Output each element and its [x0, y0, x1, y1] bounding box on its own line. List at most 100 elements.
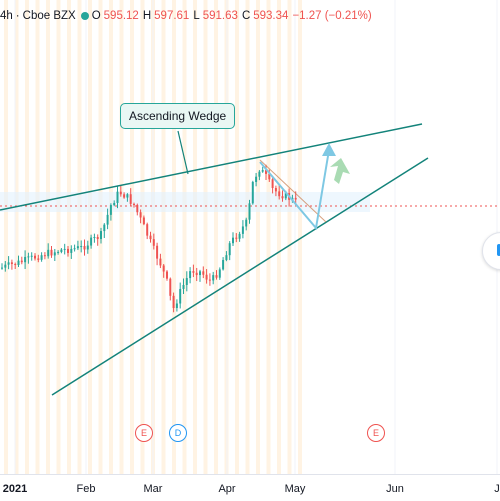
candle-body	[149, 235, 152, 240]
projection-path	[259, 149, 330, 231]
wedge-drawings[interactable]	[0, 123, 429, 396]
candle-body	[162, 265, 165, 272]
candle-body	[80, 246, 83, 248]
legend-open-label: O	[91, 10, 101, 22]
upper-wedge-trendline	[0, 123, 423, 211]
off-session-band	[46, 0, 50, 474]
candle-body	[24, 256, 27, 263]
candle-body	[30, 255, 33, 257]
candle-body	[258, 171, 261, 177]
candle-body	[278, 191, 281, 197]
candle-body	[63, 248, 66, 250]
candle-body	[123, 194, 126, 198]
legend-separator: ·	[15, 10, 20, 22]
candle-body	[47, 249, 50, 257]
legend-exchange: Cboe BZX	[22, 10, 76, 22]
off-session-band	[287, 0, 292, 474]
off-session-band	[14, 0, 19, 474]
candle-body	[100, 231, 102, 240]
candle-body	[119, 191, 122, 195]
candle-body	[57, 251, 60, 253]
candle-body	[7, 262, 10, 265]
candle-body	[294, 197, 297, 200]
candle-body	[126, 194, 129, 198]
off-session-band	[245, 0, 250, 474]
candle-body	[195, 272, 198, 276]
candle-body	[172, 295, 175, 309]
off-session-band	[88, 0, 92, 474]
off-session-band	[4, 0, 8, 474]
off-session-band	[109, 0, 113, 474]
earnings-marker[interactable]: E	[135, 424, 153, 442]
off-session-band	[266, 0, 271, 474]
off-session-band	[214, 0, 218, 474]
off-session-band	[235, 0, 239, 474]
off-session-band	[67, 0, 71, 474]
x-tick: Apr	[218, 483, 236, 495]
lower-wedge-trendline	[51, 157, 429, 396]
candle-body	[106, 214, 109, 225]
grid-lines	[14, 0, 498, 474]
candle-body	[159, 258, 162, 266]
candle-body	[70, 248, 73, 253]
candle-body	[43, 255, 46, 257]
x-tick: Jun	[386, 483, 404, 495]
candle-body	[199, 271, 201, 276]
breakout-arrow-icon	[330, 158, 350, 184]
candle-body	[20, 260, 23, 263]
x-tick: 2021	[2, 483, 28, 495]
legend-open-value: 595.12	[103, 10, 139, 22]
candle-body	[34, 255, 36, 259]
candle-body	[205, 274, 208, 280]
x-tick: May	[284, 483, 306, 495]
candle-body	[225, 255, 228, 260]
legend-timeframe: 4h	[0, 10, 13, 22]
off-session-band	[77, 0, 82, 474]
candle-body	[83, 246, 86, 250]
candle-body	[232, 237, 234, 244]
candle-body	[284, 193, 287, 199]
candle-body	[136, 204, 139, 213]
candle-body	[103, 224, 106, 232]
dividend-marker[interactable]: D	[169, 424, 187, 442]
candle-body	[116, 191, 119, 203]
candlestick-series[interactable]	[1, 164, 297, 313]
candle-body	[96, 237, 99, 240]
legend-high-label: H	[142, 10, 152, 22]
candle-body	[73, 248, 76, 250]
candle-body	[156, 245, 159, 259]
candle-body	[189, 271, 192, 279]
off-session-band	[256, 0, 260, 474]
projection-arrowhead-icon	[322, 143, 336, 156]
time-axis[interactable]: 2021 Feb Mar Apr May Jun J	[0, 474, 500, 501]
off-session-band	[130, 0, 134, 474]
candle-body	[202, 271, 205, 275]
candle-body	[1, 267, 3, 269]
candle-body	[248, 203, 251, 220]
candle-body	[113, 202, 116, 206]
market-status-icon	[80, 12, 89, 20]
x-tick: J	[494, 483, 500, 495]
candle-body	[76, 246, 79, 249]
candle-body	[261, 170, 264, 172]
candle-body	[185, 278, 188, 285]
candle-body	[10, 262, 13, 265]
legend-low-value: 591.63	[202, 10, 238, 22]
x-tick: Feb	[76, 483, 96, 495]
candle-body	[208, 279, 211, 281]
candle-body	[179, 288, 182, 304]
candle-body	[245, 219, 248, 227]
off-session-band	[25, 0, 29, 474]
ascending-wedge-callout[interactable]: Ascending Wedge	[120, 103, 236, 129]
candle-body	[241, 226, 244, 234]
candle-body	[129, 194, 132, 204]
callout-pointer	[177, 130, 189, 175]
candle-body	[265, 170, 267, 174]
earnings-marker[interactable]: E	[367, 424, 385, 442]
candle-body	[14, 264, 17, 266]
candle-body	[175, 303, 178, 309]
legend-change: −1.27 (−0.21%)	[292, 10, 372, 22]
off-session-band	[35, 0, 40, 474]
